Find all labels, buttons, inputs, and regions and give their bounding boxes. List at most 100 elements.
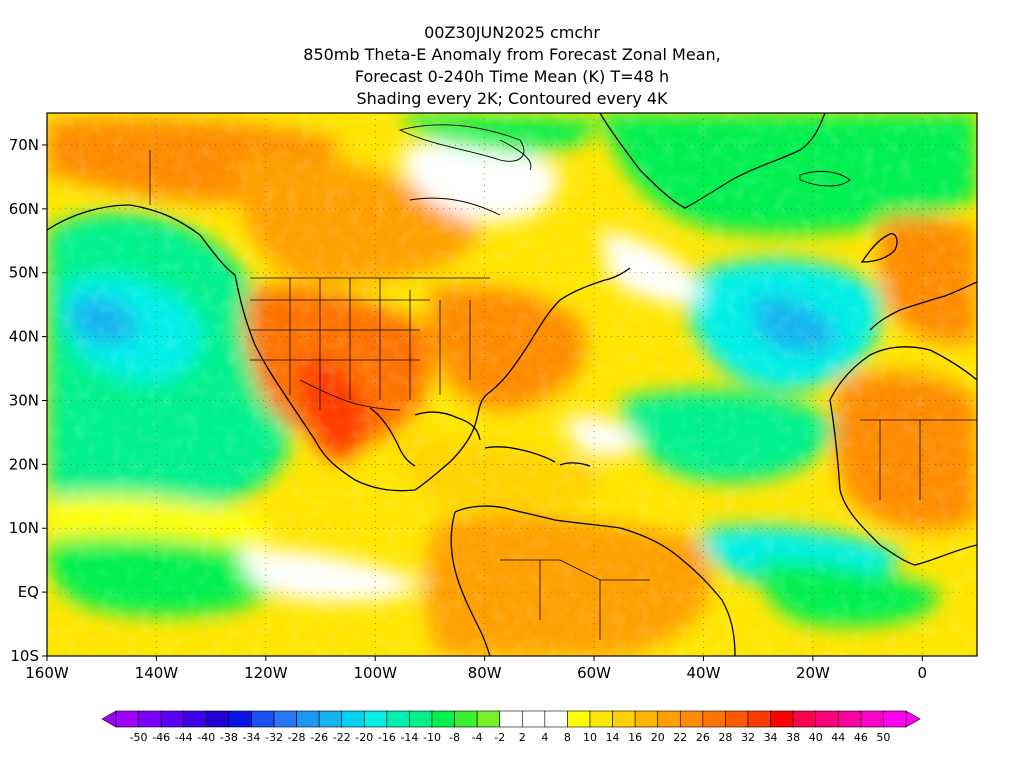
colorbar-swatch	[183, 710, 207, 728]
colorbar-label: -38	[220, 731, 238, 744]
lon-tick-label: 120W	[244, 664, 288, 682]
lat-tick-label: 70N	[9, 136, 39, 154]
title-line-2: 850mb Theta-E Anomaly from Forecast Zona…	[303, 45, 721, 64]
colorbar-label: -10	[423, 731, 441, 744]
colorbar-label: -26	[310, 731, 328, 744]
colorbar-label: 4	[541, 731, 548, 744]
colorbar-label: -34	[242, 731, 260, 744]
lat-tick-label: 10S	[10, 647, 39, 665]
colorbar-swatch	[567, 710, 591, 728]
contour-lines	[398, 124, 851, 216]
colorbar-label: -46	[152, 731, 170, 744]
colorbar-swatch	[725, 710, 749, 728]
colorbar-label: 16	[628, 731, 642, 744]
lat-tick-label: 60N	[9, 200, 39, 218]
colorbar-swatch	[544, 710, 568, 728]
colorbar-swatch	[160, 710, 185, 728]
gridlines	[47, 113, 977, 656]
colorbar-label: 50	[876, 731, 890, 744]
map-frame	[46, 112, 978, 657]
chart-title: 00Z30JUN2025 cmchr 850mb Theta-E Anomaly…	[0, 22, 1024, 110]
political-boundaries	[149, 150, 977, 640]
lat-tick-label: 30N	[9, 391, 39, 409]
colorbar-swatch	[341, 710, 365, 728]
colorbar-swatch	[476, 710, 501, 728]
colorbar-swatch	[792, 710, 817, 728]
colorbar-label: -8	[449, 731, 460, 744]
colorbar-label: 38	[786, 731, 800, 744]
colorbar-label: -22	[333, 731, 351, 744]
colorbar-label: -44	[175, 731, 193, 744]
colorbar-swatch	[612, 710, 636, 728]
lon-tick-label: 60W	[577, 664, 611, 682]
colorbar-label: -2	[494, 731, 505, 744]
colorbar-swatch	[679, 710, 704, 728]
lon-tick-label: 160W	[25, 664, 69, 682]
lon-tick-label: 140W	[135, 664, 179, 682]
colorbar-swatch	[499, 710, 523, 728]
colorbar-label: -50	[130, 731, 148, 744]
colorbar-label: -28	[288, 731, 306, 744]
colorbar-label: -20	[355, 731, 373, 744]
colorbar-swatch	[431, 710, 455, 728]
colorbar-label: 28	[718, 731, 732, 744]
map-plot-area	[47, 113, 977, 656]
texture-overlay	[47, 113, 977, 656]
lon-tick-label: 100W	[354, 664, 398, 682]
lon-tick-label: 0	[918, 664, 928, 682]
colorbar-swatch	[657, 710, 681, 728]
colorbar-label: 44	[831, 731, 845, 744]
colorbar-swatch	[138, 710, 162, 728]
colorbar-swatch	[409, 710, 433, 728]
lat-tick-label: 50N	[9, 264, 39, 282]
colorbar-label: 32	[741, 731, 755, 744]
colorbar-end-right	[905, 710, 921, 728]
longitude-labels: 160W 140W 120W 100W 80W 60W 40W 20W 0	[25, 656, 927, 682]
colorbar-swatch	[363, 710, 388, 728]
colorbar-swatch	[454, 710, 478, 728]
colorbar: -50 -46 -44 -40 -38 -34 -32 -28 -26 -22 -20 -16 -14-…	[101, 710, 921, 744]
lat-tick-label: 40N	[9, 328, 39, 346]
title-line-4: Shading every 2K; Contoured every 4K	[356, 89, 668, 108]
lon-tick-label: 80W	[468, 664, 502, 682]
colorbar-swatch	[318, 710, 343, 728]
lat-tick-label: EQ	[18, 583, 39, 601]
colorbar-swatch	[747, 710, 771, 728]
colorbar-swatch	[702, 710, 726, 728]
colorbar-swatch	[251, 710, 275, 728]
lat-tick-label: 10N	[9, 519, 39, 537]
colorbar-swatch	[228, 710, 252, 728]
colorbar-label: 40	[809, 731, 823, 744]
colorbar-swatch	[386, 710, 410, 728]
colorbar-swatch	[770, 710, 794, 728]
colorbar-swatch	[815, 710, 839, 728]
colorbar-swatch	[521, 710, 546, 728]
colorbar-swatch	[115, 710, 139, 728]
colorbar-label: 8	[564, 731, 571, 744]
colorbar-swatch	[589, 710, 613, 728]
latitude-labels: 70N 60N 50N 40N 30N 20N 10N EQ 10S	[9, 136, 47, 665]
colorbar-label: 20	[651, 731, 665, 744]
colorbar-label: 34	[764, 731, 778, 744]
colorbar-label: 2	[519, 731, 526, 744]
title-line-1: 00Z30JUN2025 cmchr	[424, 23, 600, 42]
title-line-3: Forecast 0-240h Time Mean (K) T=48 h	[354, 67, 670, 86]
lat-tick-label: 20N	[9, 455, 39, 473]
colorbar-label: -14	[400, 731, 418, 744]
coastlines	[47, 113, 977, 656]
colorbar-label: 22	[673, 731, 687, 744]
colorbar-label: 10	[583, 731, 597, 744]
colorbar-label: 14	[606, 731, 620, 744]
colorbar-swatch	[273, 710, 297, 728]
colorbar-end-left	[101, 710, 117, 728]
colorbar-swatch	[883, 710, 907, 728]
colorbar-swatch	[296, 710, 320, 728]
colorbar-label: -4	[472, 731, 483, 744]
colorbar-label: 46	[854, 731, 868, 744]
colorbar-swatch	[860, 710, 884, 728]
colorbar-swatch	[837, 710, 862, 728]
colorbar-swatch	[205, 710, 230, 728]
colorbar-label: 26	[696, 731, 710, 744]
